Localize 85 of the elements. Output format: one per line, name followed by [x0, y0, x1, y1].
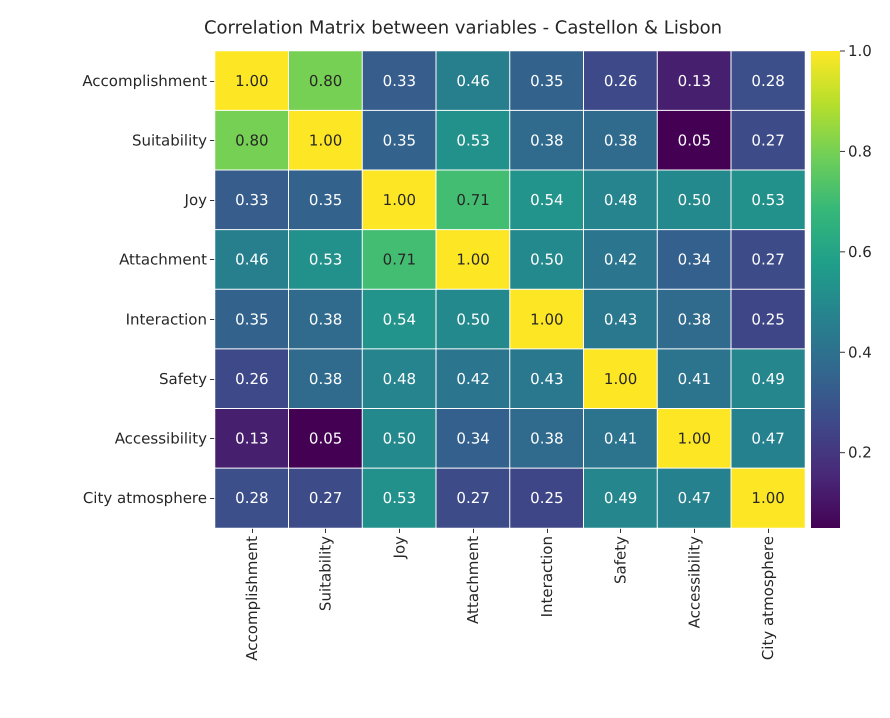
data-label: 0.27: [456, 489, 490, 508]
data-label: 0.13: [678, 72, 712, 90]
data-label: 0.26: [235, 370, 269, 388]
chart-title: Correlation Matrix between variables - Castellon & Lisbon: [204, 18, 722, 38]
data-label: 0.38: [530, 131, 564, 150]
data-label: 1.00: [382, 191, 416, 210]
data-label: 1.00: [308, 131, 342, 150]
data-label: 0.34: [678, 250, 712, 269]
data-label: 0.42: [604, 250, 638, 269]
data-label: 0.42: [456, 370, 490, 388]
data-label: 0.38: [308, 370, 342, 388]
data-label: 0.33: [382, 72, 416, 90]
y-tick-label: Joy: [184, 191, 208, 210]
data-label: 0.49: [751, 370, 785, 388]
data-label: 1.00: [678, 430, 712, 448]
data-label: 0.27: [751, 131, 785, 150]
data-label: 0.35: [308, 191, 342, 210]
data-label: 0.35: [530, 72, 564, 90]
y-tick-label: Interaction: [126, 310, 207, 328]
data-label: 0.13: [235, 430, 269, 448]
x-tick-label: Joy: [390, 536, 408, 560]
y-tick-label: Accessibility: [114, 430, 208, 448]
data-label: 0.80: [308, 72, 342, 90]
data-label: 0.47: [678, 489, 712, 508]
data-label: 0.05: [678, 131, 712, 150]
data-label: 0.54: [382, 310, 416, 328]
color-bar-label: 0.2: [848, 444, 872, 462]
data-label: 0.50: [530, 250, 564, 269]
x-tick-label: Interaction: [538, 536, 556, 618]
x-tick-label: Accessibility: [685, 536, 704, 628]
data-label: 0.71: [456, 191, 490, 210]
x-tick-label: Suitability: [316, 536, 335, 612]
data-label: 0.49: [604, 489, 638, 508]
data-label: 0.38: [678, 310, 712, 328]
color-bar-label: 0.4: [848, 343, 872, 362]
data-label: 0.38: [604, 131, 638, 150]
data-label: 0.26: [604, 72, 638, 90]
data-label: 0.27: [308, 489, 342, 508]
data-label: 0.50: [456, 310, 490, 328]
data-label: 0.41: [604, 430, 638, 448]
data-label: 0.53: [751, 191, 785, 210]
data-label: 1.00: [751, 489, 785, 508]
data-label: 0.05: [308, 430, 342, 448]
data-label: 0.46: [235, 250, 269, 269]
data-label: 0.35: [235, 310, 269, 328]
data-label: 0.48: [604, 191, 638, 210]
y-tick-label: Attachment: [119, 250, 208, 269]
x-tick-label: City atmosphere: [759, 536, 778, 660]
data-label: 0.27: [751, 250, 785, 269]
data-label: 0.53: [456, 131, 490, 150]
y-tick-label: Suitability: [132, 131, 208, 150]
x-tick-label: Safety: [612, 536, 630, 584]
data-label: 0.28: [751, 72, 785, 90]
color-bar-label: 0.8: [848, 142, 872, 160]
y-tick-label: Accomplishment: [82, 72, 208, 90]
data-label: 0.43: [604, 310, 638, 328]
data-label: 0.34: [456, 430, 490, 448]
data-label: 1.00: [530, 310, 564, 328]
data-label: 0.46: [456, 72, 490, 90]
data-label: 0.41: [678, 370, 712, 388]
data-label: 0.28: [235, 489, 269, 508]
data-label: 0.25: [751, 310, 785, 328]
data-label: 0.38: [308, 310, 342, 328]
x-tick-label: Attachment: [464, 536, 482, 624]
data-label: 0.47: [751, 430, 785, 448]
data-label: 0.50: [678, 191, 712, 210]
color-bar-label: 0.6: [848, 242, 872, 261]
data-label: 1.00: [604, 370, 638, 388]
data-label: 1.00: [456, 250, 490, 269]
data-label: 0.38: [530, 430, 564, 448]
data-label: 0.33: [235, 191, 269, 210]
data-label: 0.35: [382, 131, 416, 150]
data-label: 0.50: [382, 430, 416, 448]
y-tick-label: Safety: [159, 370, 208, 388]
data-label: 0.53: [308, 250, 342, 269]
color-bar-label: 1.0: [848, 42, 872, 60]
data-label: 0.48: [382, 370, 416, 388]
data-label: 0.80: [235, 131, 269, 150]
data-label: 0.71: [382, 250, 416, 269]
data-label: 0.25: [530, 489, 564, 508]
data-label: 0.54: [530, 191, 564, 210]
data-label: 0.53: [382, 489, 416, 508]
data-label: 1.00: [235, 72, 269, 90]
y-tick-label: City atmosphere: [82, 489, 207, 508]
data-label: 0.43: [530, 370, 564, 388]
